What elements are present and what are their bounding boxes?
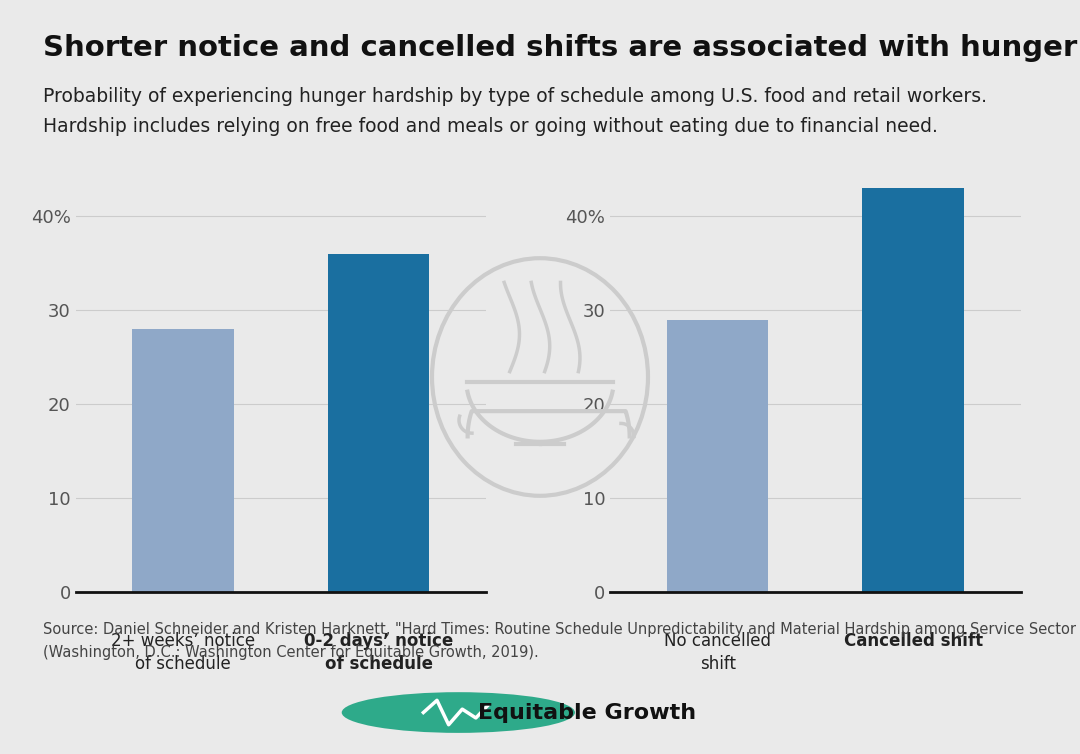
- Bar: [862, 188, 964, 592]
- Text: Equitable Growth: Equitable Growth: [477, 703, 696, 722]
- Text: Source: Daniel Schneider and Kristen Harknett, "Hard Times: Routine Schedule Unp: Source: Daniel Schneider and Kristen Har…: [43, 622, 1080, 637]
- Text: Shorter notice and cancelled shifts are associated with hunger hardship: Shorter notice and cancelled shifts are …: [43, 34, 1080, 62]
- Circle shape: [341, 692, 575, 733]
- Text: 0-2 days’ notice
of schedule: 0-2 days’ notice of schedule: [303, 632, 454, 673]
- Text: Hardship includes relying on free food and meals or going without eating due to : Hardship includes relying on free food a…: [43, 117, 939, 136]
- Text: Probability of experiencing hunger hardship by type of schedule among U.S. food : Probability of experiencing hunger hards…: [43, 87, 987, 106]
- Text: (Washington, D.C.: Washington Center for Equitable Growth, 2019).: (Washington, D.C.: Washington Center for…: [43, 645, 539, 660]
- Text: 2+ weeks’ notice
of schedule: 2+ weeks’ notice of schedule: [111, 632, 255, 673]
- Text: No cancelled
shift: No cancelled shift: [664, 632, 771, 673]
- Bar: [132, 329, 234, 592]
- Bar: [327, 254, 430, 592]
- Bar: [666, 320, 769, 592]
- Text: Cancelled shift: Cancelled shift: [843, 632, 983, 650]
